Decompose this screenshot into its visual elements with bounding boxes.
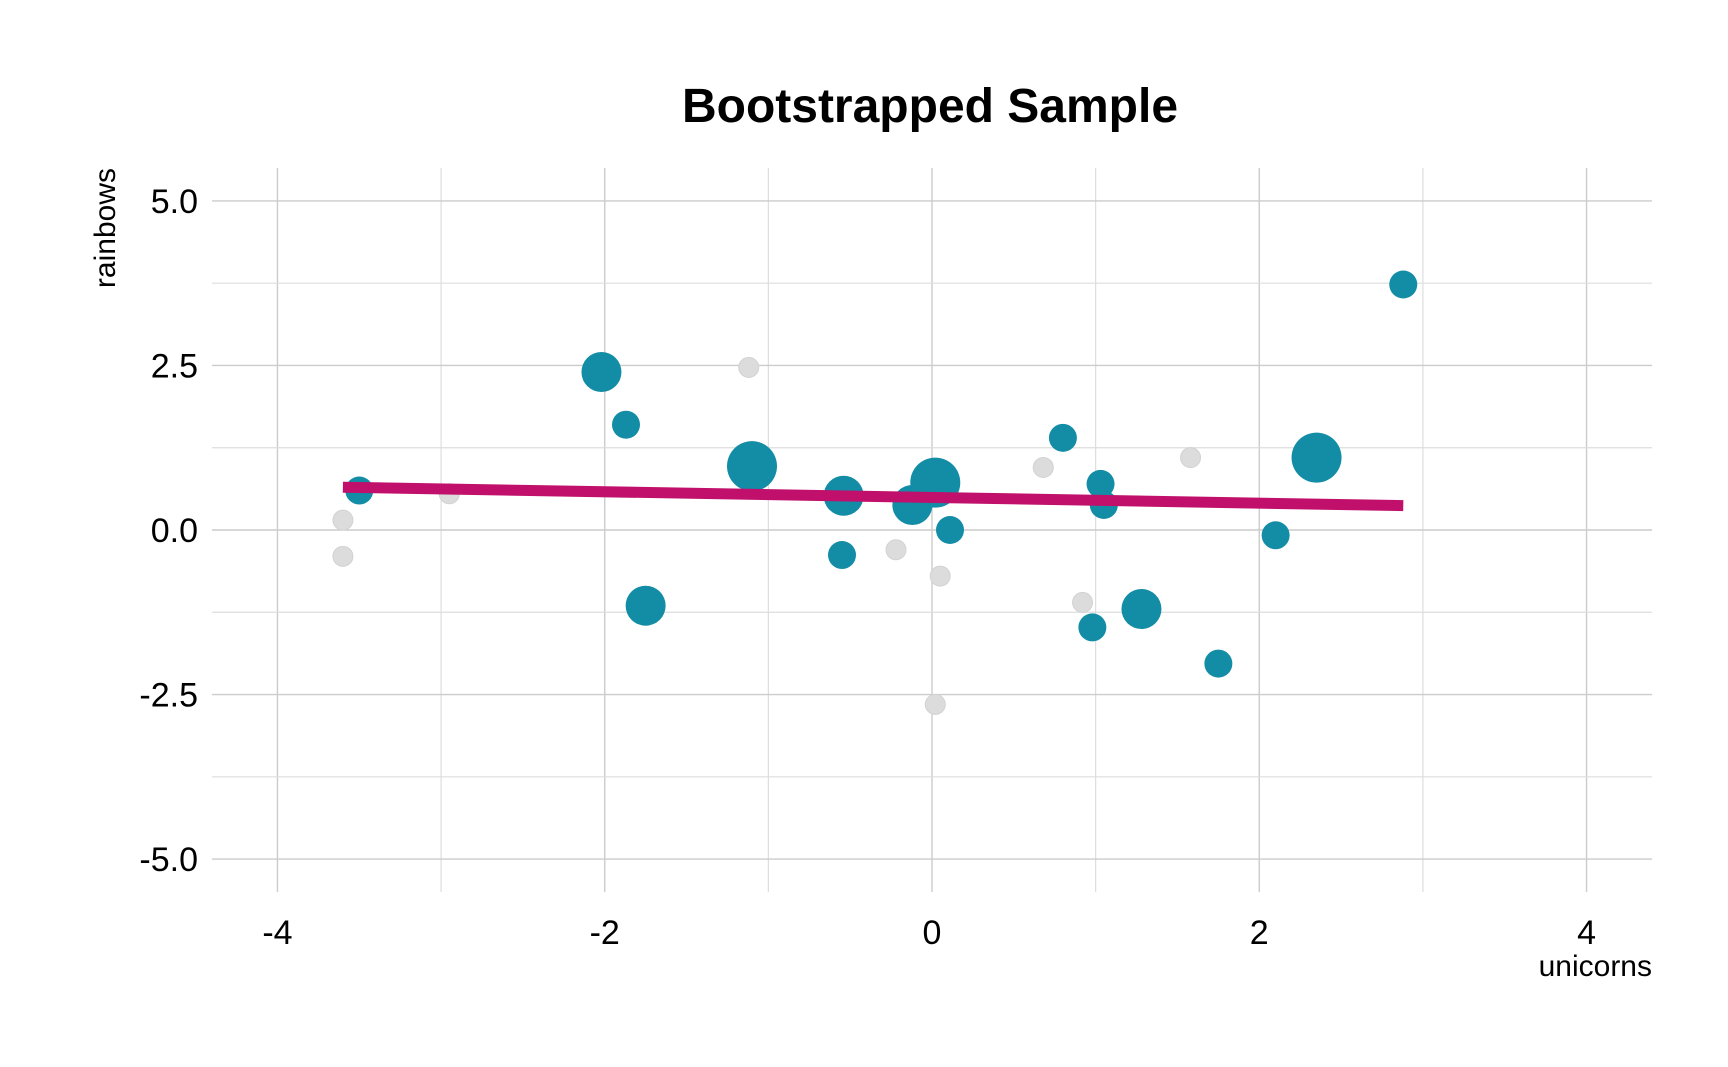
- unsampled-point: [885, 539, 907, 561]
- y-tick-label: -5.0: [139, 841, 198, 879]
- x-tick-label: 0: [923, 914, 942, 952]
- x-tick-label: -2: [590, 914, 620, 952]
- sampled-point: [727, 441, 777, 492]
- y-axis-label: rainbows: [89, 168, 122, 288]
- y-tick-label: -2.5: [139, 677, 198, 715]
- unsampled-point: [1032, 456, 1054, 478]
- unsampled-point: [1180, 447, 1202, 469]
- unsampled-point: [1072, 591, 1094, 613]
- sampled-point: [1048, 423, 1077, 452]
- regression-fit-line: [342, 481, 1404, 512]
- sampled-point: [1204, 649, 1233, 678]
- x-axis-label: unicorns: [1539, 950, 1652, 983]
- sampled-point: [1389, 270, 1418, 299]
- x-tick-label: 2: [1250, 914, 1269, 952]
- unsampled-point: [332, 509, 354, 531]
- y-tick-label: 0.0: [151, 512, 198, 550]
- y-tick-label: 5.0: [151, 183, 198, 221]
- sampled-point: [625, 585, 666, 626]
- sampled-point: [828, 541, 856, 570]
- chart-title: Bootstrapped Sample: [682, 80, 1178, 133]
- sampled-point: [1291, 432, 1342, 483]
- sampled-point: [1261, 521, 1290, 550]
- unsampled-point: [738, 356, 760, 378]
- sampled-point: [1078, 613, 1107, 642]
- tick-labels: -4 -2 0 2 4 5.0 2.5 0.0 -2.5 -5.0: [139, 183, 1596, 952]
- sampled-point: [581, 352, 622, 393]
- fit-line-group: [342, 481, 1404, 512]
- x-tick-label: 4: [1577, 914, 1596, 952]
- unsampled-point: [332, 545, 354, 567]
- unsampled-point: [929, 565, 951, 587]
- sampled-point: [1086, 469, 1115, 498]
- unsampled-point: [924, 693, 946, 715]
- sampled-point: [936, 516, 964, 544]
- x-tick-label: -4: [262, 914, 292, 952]
- gridlines: [212, 168, 1652, 892]
- sampled-point: [612, 410, 640, 439]
- y-tick-label: 2.5: [151, 347, 198, 385]
- sampled-point: [1121, 588, 1162, 629]
